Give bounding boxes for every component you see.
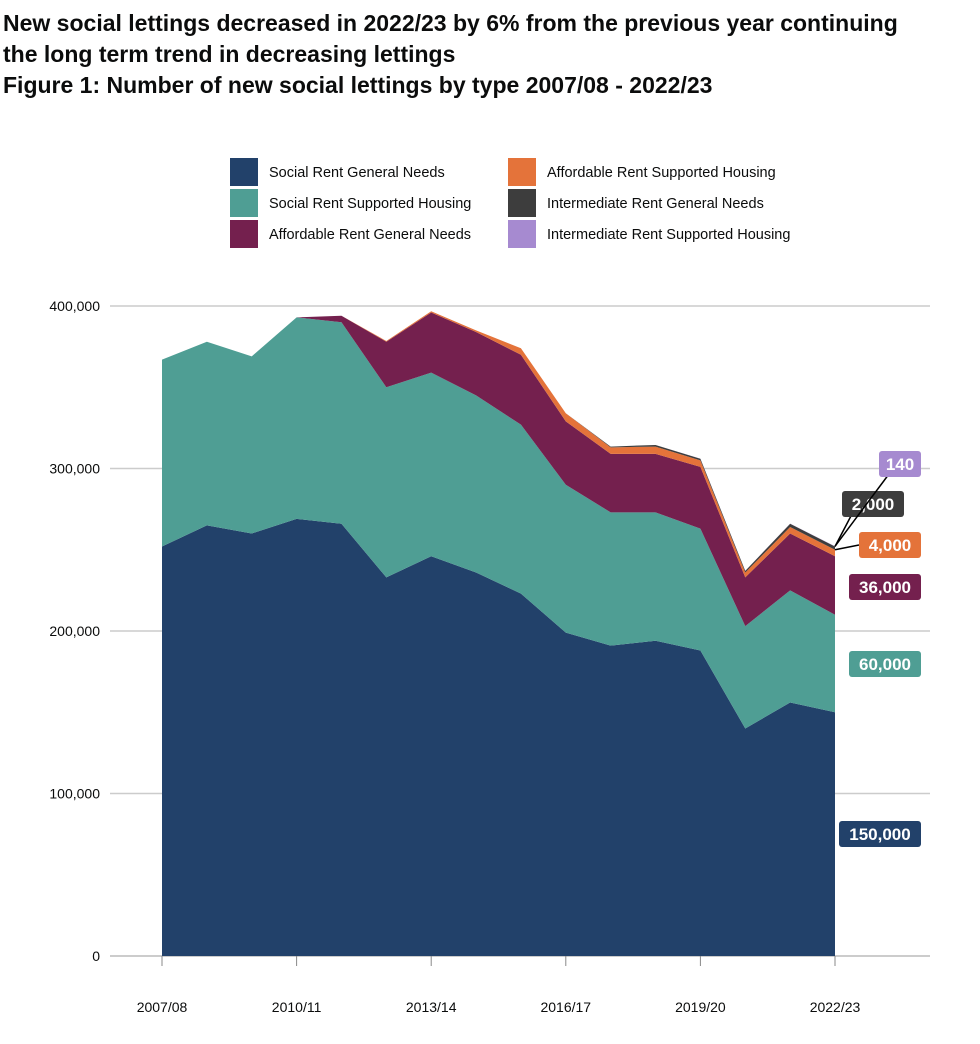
end-label-box bbox=[842, 491, 904, 517]
end-label-box bbox=[849, 574, 921, 600]
legend-swatch bbox=[508, 189, 536, 217]
area-social-rent-supported-housing bbox=[162, 317, 835, 729]
legend-swatch bbox=[508, 220, 536, 248]
x-tick-label: 2010/11 bbox=[272, 999, 322, 1015]
area-affordable-rent-general-needs bbox=[162, 312, 835, 627]
x-tick-label: 2013/14 bbox=[406, 999, 457, 1015]
x-tick-label: 2022/23 bbox=[810, 999, 861, 1015]
y-tick-label: 300,000 bbox=[49, 461, 100, 477]
legend-swatch bbox=[230, 158, 258, 186]
y-tick-label: 400,000 bbox=[49, 298, 100, 314]
end-label: 36,000 bbox=[859, 578, 911, 597]
end-label: 140 bbox=[886, 455, 914, 474]
end-label-box bbox=[849, 651, 921, 677]
figure-title: Figure 1: Number of new social lettings … bbox=[3, 72, 713, 98]
legend-label: Social Rent General Needs bbox=[269, 165, 445, 181]
end-label: 4,000 bbox=[869, 536, 912, 555]
end-label-box bbox=[839, 821, 921, 847]
legend-swatch bbox=[230, 220, 258, 248]
chart-title: New social lettings decreased in 2022/23… bbox=[3, 8, 898, 101]
headline-line-2: the long term trend in decreasing lettin… bbox=[3, 41, 456, 67]
legend-label: Intermediate Rent Supported Housing bbox=[547, 227, 790, 243]
end-label-box bbox=[859, 532, 921, 558]
legend-label: Affordable Rent Supported Housing bbox=[547, 165, 776, 181]
headline-line-1: New social lettings decreased in 2022/23… bbox=[3, 10, 898, 36]
legend-label: Affordable Rent General Needs bbox=[269, 227, 471, 243]
y-tick-label: 0 bbox=[92, 948, 100, 964]
end-label: 60,000 bbox=[859, 655, 911, 674]
legend-swatch bbox=[230, 189, 258, 217]
legend-label: Social Rent Supported Housing bbox=[269, 196, 471, 212]
y-tick-label: 200,000 bbox=[49, 623, 100, 639]
leader-line bbox=[834, 473, 890, 547]
end-label: 150,000 bbox=[849, 825, 910, 844]
area-social-rent-general-needs bbox=[162, 518, 835, 956]
area-affordable-rent-supported-housing bbox=[162, 311, 835, 578]
x-tick-label: 2019/20 bbox=[675, 999, 726, 1015]
x-tick-label: 2016/17 bbox=[540, 999, 591, 1015]
end-label: 2,000 bbox=[852, 495, 895, 514]
legend-swatch bbox=[508, 158, 536, 186]
leader-line bbox=[834, 513, 853, 547]
x-tick-label: 2007/08 bbox=[137, 999, 188, 1015]
end-label-box bbox=[879, 451, 921, 477]
legend-label: Intermediate Rent General Needs bbox=[547, 196, 764, 212]
y-tick-label: 100,000 bbox=[49, 786, 100, 802]
leader-line bbox=[834, 544, 860, 551]
